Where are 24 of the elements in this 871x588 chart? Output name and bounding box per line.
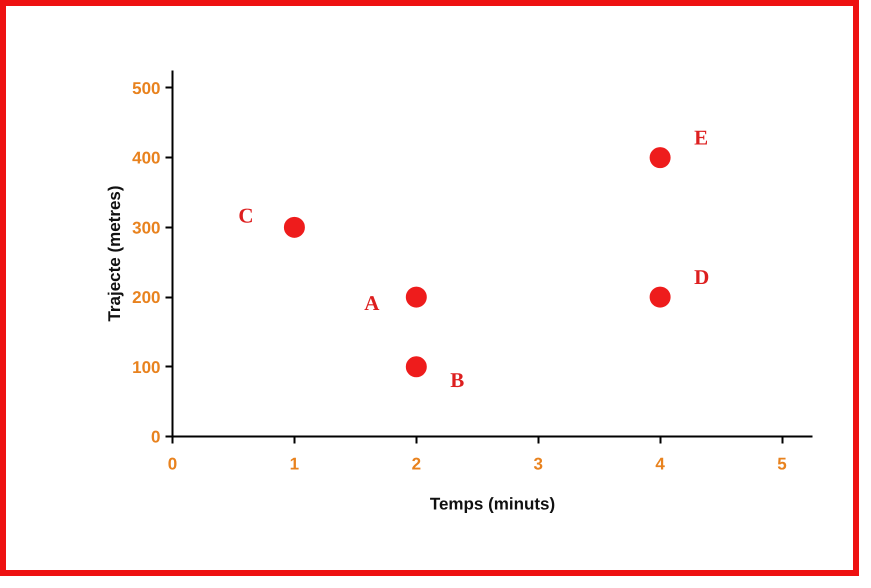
point <box>406 356 427 378</box>
x-tick-label: 1 <box>290 454 300 474</box>
annotation: A <box>364 291 380 316</box>
y-axis-title: Trajecte (metres) <box>105 185 124 322</box>
x-tick-label: 0 <box>168 454 178 474</box>
y-tick-label: 400 <box>132 148 161 168</box>
point <box>284 216 305 238</box>
x-tick-label: 3 <box>533 454 543 474</box>
point <box>650 147 671 168</box>
point <box>406 286 427 308</box>
x-tick-label: 5 <box>777 454 787 474</box>
annotation: D <box>694 265 710 290</box>
annotation: E <box>694 126 708 150</box>
x-tick-label: 2 <box>412 454 422 474</box>
x-axis-title: Temps (minuts) <box>430 494 556 514</box>
x-tick-label: 4 <box>655 454 666 474</box>
annotation: B <box>450 368 464 392</box>
y-tick-label: 100 <box>132 358 161 377</box>
y-tick-label: 300 <box>132 218 161 238</box>
y-tick-label: 500 <box>132 78 161 98</box>
annotation: C <box>238 203 254 228</box>
y-tick-label: 0 <box>151 428 161 446</box>
point <box>650 286 671 308</box>
y-tick-label: 200 <box>132 288 161 308</box>
